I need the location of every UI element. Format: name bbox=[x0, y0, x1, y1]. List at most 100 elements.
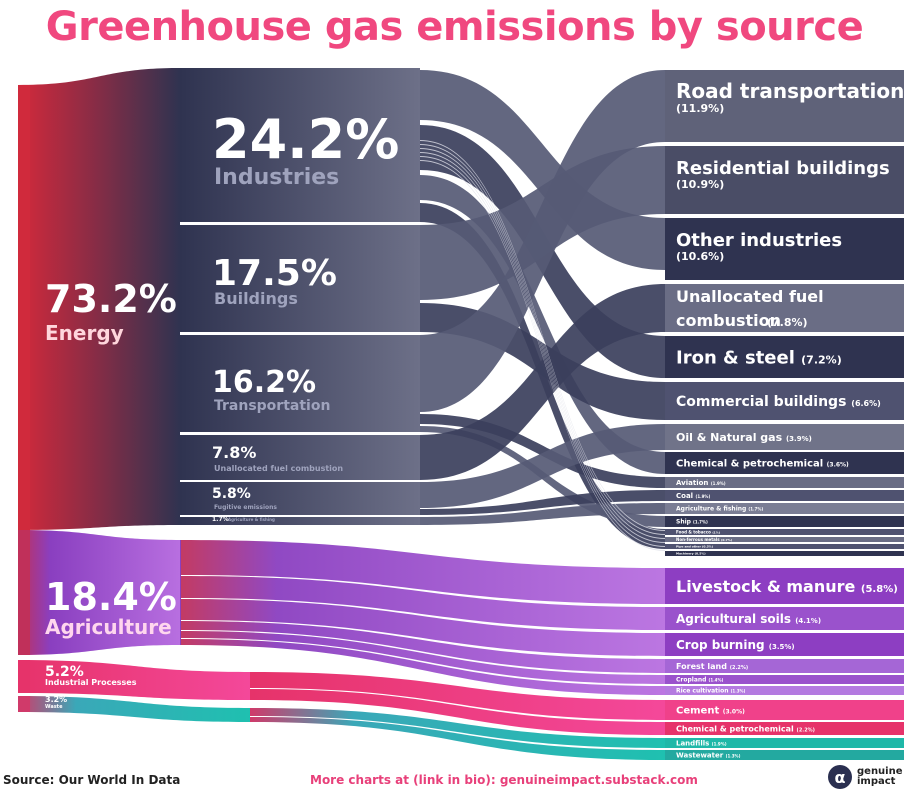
flow-waste-left bbox=[18, 696, 250, 722]
source-label-1: Residential buildings bbox=[676, 158, 890, 179]
flow-wastewater bbox=[250, 717, 665, 760]
sector-value-2: 5.2% bbox=[45, 664, 84, 680]
flow-strand-1 bbox=[420, 144, 665, 535]
source-value-19: (2.2%) bbox=[730, 665, 748, 671]
node-source-9 bbox=[665, 490, 904, 501]
node-agriculture-mid bbox=[180, 540, 181, 645]
flow-cement bbox=[250, 672, 665, 720]
footer-source: Source: Our World In Data bbox=[3, 773, 181, 787]
source-value-23: (2.2%) bbox=[797, 727, 815, 733]
subsector-value-2: 16.2% bbox=[212, 365, 316, 400]
flow-agriculture-0 bbox=[180, 540, 665, 604]
source-value-13: (0.7%) bbox=[721, 538, 733, 542]
flow-strand-4 bbox=[420, 156, 665, 547]
flow-energy-9 bbox=[420, 284, 665, 480]
flow-energy-12 bbox=[420, 503, 665, 525]
source-label-3: Unallocated fuel bbox=[676, 287, 824, 306]
node-source-23 bbox=[665, 722, 904, 735]
sector-label-0: Energy bbox=[45, 321, 124, 345]
node-energy-subsector-1 bbox=[180, 225, 420, 332]
node-energy-subsector-3 bbox=[180, 435, 420, 480]
source-label-3-cont: combustion bbox=[676, 311, 781, 330]
source-label-9: Coal (1.9%) bbox=[676, 492, 710, 500]
node-source-18 bbox=[665, 633, 904, 656]
flow-energy-10 bbox=[420, 424, 665, 508]
node-source-11 bbox=[665, 516, 904, 527]
source-value-3: (7.8%) bbox=[767, 316, 808, 329]
source-label-20: Cropland (1.4%) bbox=[676, 677, 723, 684]
source-value-25: (1.3%) bbox=[726, 754, 741, 759]
source-label-11: Ship (1.7%) bbox=[676, 519, 708, 526]
flow-agriculture-2 bbox=[180, 599, 665, 656]
genuine-impact-logo-icon: α bbox=[828, 765, 852, 789]
source-value-2: (10.6%) bbox=[676, 250, 724, 263]
flow-strand-3 bbox=[420, 152, 665, 543]
subsector-label-2: Transportation bbox=[214, 398, 330, 414]
node-source-3 bbox=[665, 284, 904, 332]
source-label-17: Agricultural soils (4.1%) bbox=[676, 612, 821, 626]
subsector-label-3: Unallocated fuel combustion bbox=[214, 464, 343, 473]
node-source-10 bbox=[665, 503, 904, 514]
source-value-5: (6.6%) bbox=[851, 399, 881, 408]
flow-energy-6 bbox=[420, 70, 665, 412]
source-value-17: (4.1%) bbox=[795, 617, 821, 625]
node-agriculture bbox=[18, 530, 30, 655]
source-value-14: (0.3%) bbox=[702, 545, 714, 549]
flow-agriculture-4 bbox=[180, 631, 665, 684]
source-label-14: Pipe and other (0.3%) bbox=[676, 545, 714, 549]
source-value-16: (5.8%) bbox=[861, 584, 898, 595]
node-source-14 bbox=[665, 544, 904, 549]
node-energy-subsector-0 bbox=[180, 68, 420, 222]
node-source-4 bbox=[665, 336, 904, 378]
node-source-6 bbox=[665, 424, 904, 450]
source-label-24: Landfills (1.9%) bbox=[676, 740, 727, 748]
flow-strand-5 bbox=[420, 160, 665, 551]
source-value-12: (1%) bbox=[712, 530, 720, 534]
flow-landfills bbox=[250, 708, 665, 748]
node-source-22 bbox=[665, 700, 904, 720]
source-label-23: Chemical & petrochemical (2.2%) bbox=[676, 724, 815, 733]
source-label-0: Road transportation bbox=[676, 79, 904, 103]
source-label-13: Non-ferrous metals (0.7%) bbox=[676, 537, 733, 542]
source-label-22: Cement (3.0%) bbox=[676, 706, 745, 717]
source-label-21: Rice cultivation (1.3%) bbox=[676, 688, 746, 695]
node-energy-subsector-5 bbox=[180, 517, 420, 525]
node-source-12 bbox=[665, 529, 904, 535]
subsector-value-1: 17.5% bbox=[212, 253, 337, 294]
sector-value-0: 73.2% bbox=[45, 277, 177, 321]
node-source-21 bbox=[665, 686, 904, 695]
node-source-17 bbox=[665, 607, 904, 630]
source-label-25: Wastewater (1.3%) bbox=[676, 752, 741, 760]
source-value-1: (10.9%) bbox=[676, 178, 724, 191]
subsector-label-0: Industries bbox=[214, 165, 339, 190]
chart-title: Greenhouse gas emissions by source bbox=[45, 4, 864, 50]
node-source-25 bbox=[665, 750, 904, 760]
flow-chemical-industrial bbox=[250, 689, 665, 735]
node-source-7 bbox=[665, 452, 904, 474]
source-label-2: Other industries bbox=[676, 230, 842, 251]
node-source-24 bbox=[665, 738, 904, 748]
node-source-8 bbox=[665, 477, 904, 488]
source-value-4: (7.2%) bbox=[801, 353, 842, 366]
source-value-10: (1.7%) bbox=[748, 507, 763, 512]
footer-more-charts-link[interactable]: More charts at (link in bio): genuineimp… bbox=[310, 773, 698, 787]
source-value-20: (1.4%) bbox=[709, 678, 724, 683]
source-value-24: (1.9%) bbox=[712, 742, 727, 747]
source-label-6: Oil & Natural gas (3.9%) bbox=[676, 431, 812, 444]
source-label-8: Aviation (1.9%) bbox=[676, 479, 726, 487]
source-value-7: (3.6%) bbox=[827, 462, 849, 469]
flow-agriculture-1 bbox=[180, 576, 665, 630]
flow-agriculture-3 bbox=[180, 621, 665, 673]
sector-label-3: Waste bbox=[45, 704, 63, 710]
node-waste bbox=[18, 696, 30, 712]
node-source-16 bbox=[665, 568, 904, 604]
source-label-12: Food & tobacco (1%) bbox=[676, 529, 721, 534]
node-energy bbox=[18, 85, 30, 530]
flow-industrial-left bbox=[18, 660, 250, 700]
source-label-7: Chemical & petrochemical (3.6%) bbox=[676, 459, 849, 470]
flow-energy-11 bbox=[420, 490, 665, 515]
source-label-10: Agriculture & fishing (1.7%) bbox=[676, 506, 763, 513]
node-source-5 bbox=[665, 382, 904, 420]
node-source-0 bbox=[665, 70, 904, 142]
source-label-5: Commercial buildings (6.6%) bbox=[676, 394, 881, 410]
